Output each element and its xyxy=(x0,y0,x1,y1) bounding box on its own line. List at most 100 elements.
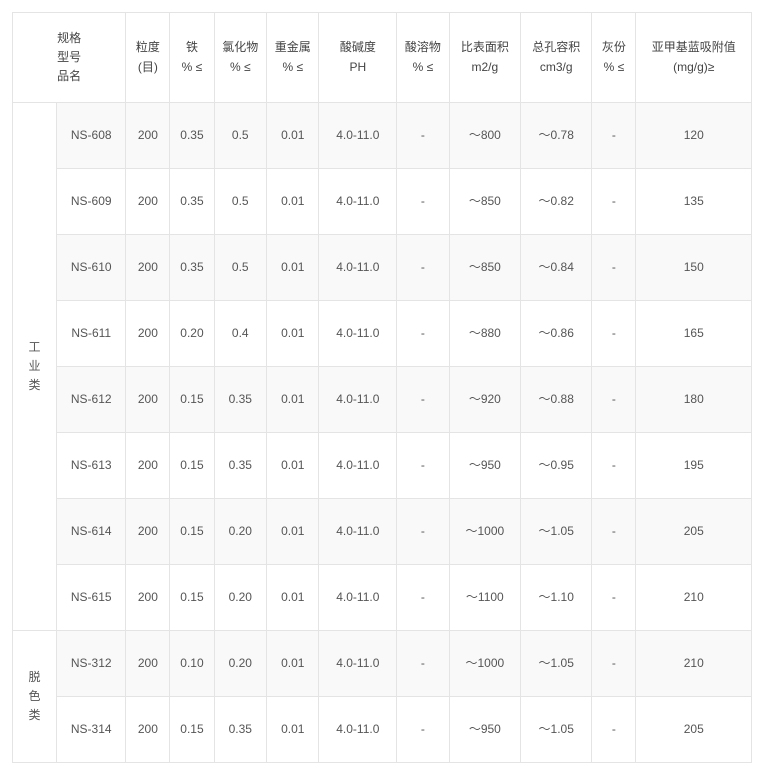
col-header-ash: 灰份 % ≤ xyxy=(592,13,636,103)
cell-surf: ～1100 xyxy=(449,565,520,631)
hdr-line: % ≤ xyxy=(594,58,633,77)
col-header-pore-volume: 总孔容积 cm3/g xyxy=(521,13,592,103)
cell-pore: ～0.82 xyxy=(521,169,592,235)
cell-heavy: 0.01 xyxy=(267,631,319,697)
hdr-line: 比表面积 xyxy=(452,38,518,57)
cell-size: 200 xyxy=(126,103,170,169)
col-header-particle-size: 粒度 (目) xyxy=(126,13,170,103)
cell-ph: 4.0-11.0 xyxy=(319,367,397,433)
spec-table: 规格 型号 品名 粒度 (目) 铁 % ≤ 氯化物 % ≤ 重金属 % ≤ 酸碱… xyxy=(12,12,752,763)
hdr-line: % ≤ xyxy=(172,58,211,77)
cell-mb: 120 xyxy=(636,103,752,169)
table-row: NS-6122000.150.350.014.0-11.0-～920～0.88-… xyxy=(13,367,752,433)
table-row: 工业类NS-6082000.350.50.014.0-11.0-～800～0.7… xyxy=(13,103,752,169)
table-row: NS-6092000.350.50.014.0-11.0-～850～0.82-1… xyxy=(13,169,752,235)
cell-pore: ～1.10 xyxy=(521,565,592,631)
cell-ash: - xyxy=(592,499,636,565)
cell-fe: 0.15 xyxy=(170,499,214,565)
cell-ph: 4.0-11.0 xyxy=(319,631,397,697)
cell-heavy: 0.01 xyxy=(267,367,319,433)
cell-heavy: 0.01 xyxy=(267,697,319,763)
hdr-line: (目) xyxy=(128,58,167,77)
hdr-line: 亚甲基蓝吸附值 xyxy=(638,38,749,57)
table-row: 脱色类NS-3122000.100.200.014.0-11.0-～1000～1… xyxy=(13,631,752,697)
table-row: NS-6142000.150.200.014.0-11.0-～1000～1.05… xyxy=(13,499,752,565)
cell-heavy: 0.01 xyxy=(267,169,319,235)
cell-cl: 0.20 xyxy=(214,631,266,697)
table-row: NS-6132000.150.350.014.0-11.0-～950～0.95-… xyxy=(13,433,752,499)
cell-heavy: 0.01 xyxy=(267,499,319,565)
cell-ph: 4.0-11.0 xyxy=(319,169,397,235)
cell-size: 200 xyxy=(126,631,170,697)
cell-size: 200 xyxy=(126,697,170,763)
cell-cl: 0.5 xyxy=(214,235,266,301)
hdr-line: 品名 xyxy=(15,67,123,86)
cell-acid: - xyxy=(397,697,449,763)
cell-surf: ～950 xyxy=(449,433,520,499)
hdr-line: m2/g xyxy=(452,58,518,77)
cell-ph: 4.0-11.0 xyxy=(319,565,397,631)
cell-model: NS-312 xyxy=(57,631,126,697)
cell-model: NS-612 xyxy=(57,367,126,433)
cell-mb: 205 xyxy=(636,499,752,565)
cell-fe: 0.35 xyxy=(170,103,214,169)
cell-ash: - xyxy=(592,301,636,367)
cell-acid: - xyxy=(397,433,449,499)
cell-model: NS-614 xyxy=(57,499,126,565)
cell-model: NS-611 xyxy=(57,301,126,367)
cell-acid: - xyxy=(397,631,449,697)
hdr-line: (mg/g)≥ xyxy=(638,58,749,77)
cell-fe: 0.15 xyxy=(170,433,214,499)
cell-surf: ～920 xyxy=(449,367,520,433)
cell-fe: 0.35 xyxy=(170,169,214,235)
hdr-line: 规格 xyxy=(15,29,123,48)
cell-mb: 165 xyxy=(636,301,752,367)
cell-cl: 0.20 xyxy=(214,565,266,631)
hdr-line: 粒度 xyxy=(128,38,167,57)
cell-pore: ～0.86 xyxy=(521,301,592,367)
cell-fe: 0.20 xyxy=(170,301,214,367)
cell-size: 200 xyxy=(126,367,170,433)
table-row: NS-6152000.150.200.014.0-11.0-～1100～1.10… xyxy=(13,565,752,631)
cell-heavy: 0.01 xyxy=(267,301,319,367)
cell-ph: 4.0-11.0 xyxy=(319,499,397,565)
cell-surf: ～1000 xyxy=(449,631,520,697)
cell-acid: - xyxy=(397,301,449,367)
cell-ph: 4.0-11.0 xyxy=(319,301,397,367)
cell-model: NS-613 xyxy=(57,433,126,499)
cell-heavy: 0.01 xyxy=(267,433,319,499)
hdr-line: PH xyxy=(321,58,394,77)
cell-fe: 0.15 xyxy=(170,367,214,433)
cell-ph: 4.0-11.0 xyxy=(319,433,397,499)
cell-ash: - xyxy=(592,565,636,631)
col-header-chloride: 氯化物 % ≤ xyxy=(214,13,266,103)
cell-model: NS-615 xyxy=(57,565,126,631)
cell-mb: 150 xyxy=(636,235,752,301)
cell-ph: 4.0-11.0 xyxy=(319,697,397,763)
table-row: NS-6112000.200.40.014.0-11.0-～880～0.86-1… xyxy=(13,301,752,367)
hdr-line: 酸碱度 xyxy=(321,38,394,57)
cell-surf: ～850 xyxy=(449,169,520,235)
cell-model: NS-608 xyxy=(57,103,126,169)
col-header-category-model: 规格 型号 品名 xyxy=(13,13,126,103)
hdr-line: cm3/g xyxy=(523,58,589,77)
cell-ash: - xyxy=(592,631,636,697)
table-body: 工业类NS-6082000.350.50.014.0-11.0-～800～0.7… xyxy=(13,103,752,763)
cell-heavy: 0.01 xyxy=(267,565,319,631)
cell-ash: - xyxy=(592,697,636,763)
cell-fe: 0.15 xyxy=(170,565,214,631)
cell-cl: 0.5 xyxy=(214,169,266,235)
cell-size: 200 xyxy=(126,433,170,499)
table-row: NS-6102000.350.50.014.0-11.0-～850～0.84-1… xyxy=(13,235,752,301)
cell-model: NS-610 xyxy=(57,235,126,301)
cell-model: NS-609 xyxy=(57,169,126,235)
cell-size: 200 xyxy=(126,499,170,565)
hdr-line: 铁 xyxy=(172,38,211,57)
category-cell: 工业类 xyxy=(13,103,57,631)
cell-ph: 4.0-11.0 xyxy=(319,103,397,169)
hdr-line: % ≤ xyxy=(399,58,446,77)
table-header-row: 规格 型号 品名 粒度 (目) 铁 % ≤ 氯化物 % ≤ 重金属 % ≤ 酸碱… xyxy=(13,13,752,103)
cell-size: 200 xyxy=(126,169,170,235)
cell-cl: 0.5 xyxy=(214,103,266,169)
cell-acid: - xyxy=(397,565,449,631)
